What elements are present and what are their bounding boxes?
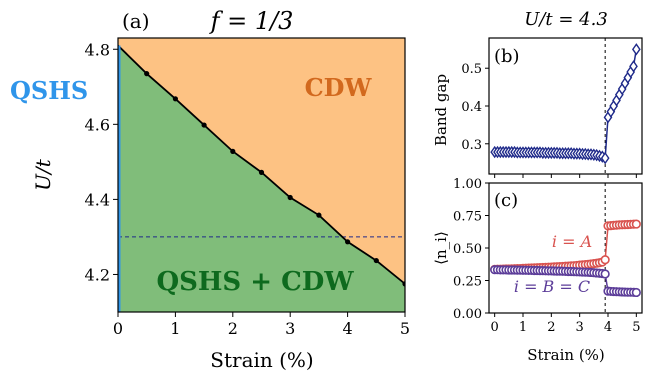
- y-tick-label: 4.6: [85, 115, 110, 134]
- panel-c-x-ticks: 0 1 2 3 4 5: [491, 313, 640, 335]
- qshs-label: QSHS: [10, 76, 88, 105]
- panel-c-label: (c): [494, 190, 518, 211]
- boundary-point: [172, 96, 178, 102]
- density-bc-points: [490, 265, 641, 298]
- cdw-label: CDW: [305, 73, 373, 102]
- panel-a-label: (a): [122, 9, 150, 33]
- phase-boundary-points: [144, 71, 405, 287]
- boundary-point: [144, 71, 150, 77]
- boundary-point: [402, 281, 405, 287]
- x-tick-label: 2: [547, 320, 555, 335]
- boundary-point: [287, 194, 293, 201]
- panel-a-title: f = 1/3: [209, 7, 294, 35]
- y-tick-label: 0.00: [453, 307, 482, 322]
- x-tick-label: 4: [343, 319, 353, 338]
- x-tick-label: 5: [400, 319, 410, 338]
- band-gap-point: [600, 151, 610, 165]
- x-tick-label: 0: [491, 320, 499, 335]
- band-gap-point: [631, 43, 641, 56]
- y-tick-label: 4.2: [85, 265, 110, 284]
- panel-a-y-ticks: 4.2 4.4 4.6 4.8: [85, 40, 118, 284]
- x-tick-label: 1: [170, 319, 180, 338]
- y-tick-label: 0.3: [461, 138, 482, 153]
- density-a-point: [600, 255, 610, 265]
- boundary-point: [258, 169, 265, 175]
- panel-a: 0 1 2 3 4 5 4.2 4.4 4.6 4.8 (a) f = 1/3 Strain (…: [10, 7, 410, 372]
- series-a-annotation: i = A: [552, 232, 592, 251]
- panel-b-y-ticks: 0.3 0.4 0.5: [461, 62, 489, 153]
- x-tick-label: 4: [604, 320, 612, 335]
- boundary-point: [230, 148, 236, 154]
- series-bc-annotation: i = B = C: [514, 277, 590, 296]
- panel-a-frame: [117, 37, 406, 313]
- y-tick-label: 0.5: [461, 62, 482, 77]
- x-tick-label: 5: [632, 320, 640, 335]
- x-tick-label: 2: [228, 319, 238, 338]
- y-tick-label: 4.8: [85, 40, 110, 59]
- panel-a-y-label: U/t: [31, 158, 55, 191]
- x-tick-label: 3: [576, 320, 584, 335]
- x-tick-label: 1: [519, 320, 527, 335]
- x-tick-label: 0: [113, 319, 123, 338]
- density-a-point: [631, 219, 641, 229]
- panel-b: 0.3 0.4 0.5 (b) U/t = 4.3 Band gap: [432, 9, 643, 178]
- y-tick-label: 0.50: [453, 242, 482, 257]
- y-tick-label: 4.4: [85, 190, 110, 209]
- y-tick-label: 0.25: [453, 275, 482, 290]
- boundary-point: [201, 122, 207, 128]
- y-tick-label: 1.00: [453, 177, 482, 192]
- boundary-point: [345, 239, 351, 245]
- panel-c-y-label: ⟨n_i⟩: [432, 231, 450, 265]
- y-tick-label: 0.4: [461, 100, 482, 115]
- panel-a-x-label: Strain (%): [210, 348, 313, 372]
- band-gap-points: [490, 43, 641, 165]
- y-tick-label: 0.75: [453, 210, 482, 225]
- density-bc-point: [631, 287, 641, 298]
- panel-c: 0.00 0.25 0.50 0.75 1.00 0 1 2 3 4 5 (c) Strain (…: [432, 177, 643, 364]
- band-gap-point: [629, 60, 638, 73]
- panel-a-x-ticks: 0 1 2 3 4 5: [113, 312, 410, 338]
- panel-c-y-ticks: 0.00 0.25 0.50 0.75 1.00: [453, 177, 489, 322]
- panel-b-label: (b): [494, 46, 520, 67]
- density-bc-point: [600, 269, 610, 279]
- panel-b-y-label: Band gap: [432, 74, 450, 146]
- qshs-cdw-label: QSHS + CDW: [156, 267, 354, 297]
- panel-b-title: U/t = 4.3: [524, 9, 608, 30]
- panel-c-x-label: Strain (%): [527, 346, 605, 364]
- x-tick-label: 3: [285, 319, 295, 338]
- panel-b-x-ticks: [494, 174, 637, 178]
- boundary-point: [373, 257, 379, 264]
- boundary-point: [316, 212, 322, 218]
